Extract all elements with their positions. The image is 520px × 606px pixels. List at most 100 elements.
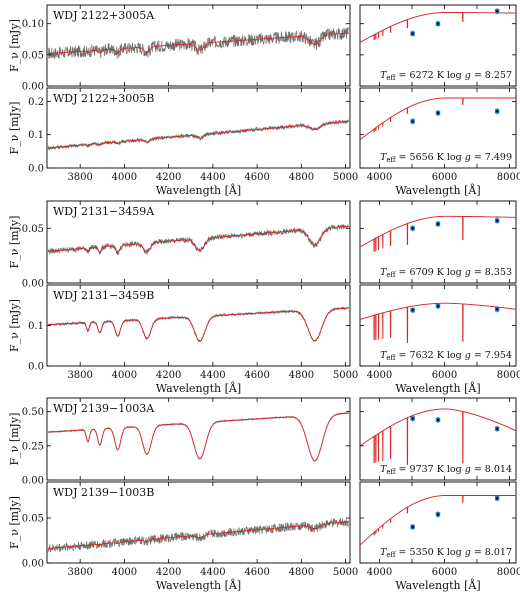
y-tick-label: 0.05	[22, 50, 44, 61]
synthetic-photometry-point	[436, 513, 440, 516]
synthetic-photometry-point	[411, 309, 414, 312]
y-tick-label: 0.10	[22, 19, 44, 30]
synthetic-photometry-point	[436, 22, 440, 25]
sed-panel: Teff = 9737 K log g = 8.014	[359, 397, 517, 481]
x-tick-label: 4000	[112, 172, 137, 183]
observed-spectrum-line	[47, 306, 349, 343]
model-spectrum-line	[48, 521, 349, 550]
y-tick-label: 0.00	[22, 82, 44, 93]
x-tick-label: 3800	[67, 567, 92, 578]
model-spectrum-line	[48, 225, 350, 253]
x-axis-label: Wavelength [Å]	[156, 381, 241, 395]
sed-model-line	[360, 12, 516, 43]
star-name: WDJ 2122+3005B	[53, 92, 154, 105]
x-tick-label: 4400	[200, 172, 225, 183]
x-axis-label: Wavelength [Å]	[395, 578, 480, 592]
sed-model-line	[360, 215, 516, 252]
y-tick-label: 0.0	[28, 164, 44, 175]
x-tick-label: 4200	[156, 370, 181, 381]
synthetic-photometry-point	[411, 525, 414, 529]
x-tick-label: 4000	[112, 370, 137, 381]
spectrum-panel: 0.00 0.05 3800 4000 4200 4400 4600 4800 5000 WDJ …	[8, 481, 358, 592]
x-tick-label: 3800	[67, 370, 92, 381]
x-tick-label: 4000	[367, 172, 392, 183]
star-name: WDJ 2139−1003B	[53, 486, 154, 499]
y-axis-label: F_ν [mJy]	[8, 299, 21, 352]
panel-frame	[359, 4, 517, 87]
panel-frame	[359, 481, 517, 564]
x-tick-label: 4800	[289, 370, 314, 381]
synthetic-photometry-point	[496, 10, 499, 13]
x-tick-label: 4600	[244, 172, 269, 183]
x-tick-label: 4400	[200, 370, 225, 381]
y-tick-label: 0.00	[22, 559, 44, 570]
observed-spectrum-line	[47, 517, 349, 553]
y-axis-label: F_ν [mJy]	[8, 19, 21, 72]
panel-frame	[46, 200, 351, 284]
fit-parameters-label: Teff = 5656 K log g = 7.499	[380, 152, 512, 164]
sed-model-line	[360, 302, 516, 343]
y-axis-label: F_ν [mJy]	[8, 413, 21, 466]
x-tick-label: 4000	[367, 567, 392, 578]
y-tick-label: 0.2	[28, 97, 44, 108]
model-spectrum-line	[48, 120, 350, 149]
sed-panel: 4000 6000 8000 Teff = 5350 K log g = 8.017 W…	[359, 481, 520, 592]
sed-model-line	[360, 97, 516, 141]
y-tick-label: 0.1	[28, 321, 44, 332]
x-tick-label: 4200	[156, 172, 181, 183]
x-axis-label: Wavelength [Å]	[156, 183, 241, 197]
y-axis-label: F_ν [mJy]	[8, 496, 21, 549]
synthetic-photometry-point	[496, 308, 499, 311]
x-tick-label: 4800	[289, 172, 314, 183]
spectrum-panel: 0.0 0.1 0.2 3800 4000 4200 4400 4600 4800 5000 WDJ…	[8, 87, 358, 197]
synthetic-photometry-point	[436, 111, 440, 115]
x-tick-label: 4600	[244, 370, 269, 381]
y-axis-label: F_ν [mJy]	[8, 216, 21, 269]
y-tick-label: 0.05	[22, 224, 44, 235]
observed-spectrum-line	[47, 412, 349, 462]
model-spectrum-line	[48, 32, 350, 55]
synthetic-photometry-point	[496, 110, 499, 113]
synthetic-photometry-point	[436, 418, 440, 421]
x-tick-label: 4800	[289, 567, 314, 578]
panel-frame	[359, 397, 517, 481]
fit-parameters-label: Teff = 7632 K log g = 7.954	[380, 350, 512, 362]
sed-panel: Teff = 6272 K log g = 8.257	[359, 4, 517, 87]
synthetic-photometry-point	[496, 219, 499, 222]
observed-spectrum-line	[47, 119, 349, 151]
synthetic-photometry-point	[411, 32, 414, 35]
sed-model-line	[360, 408, 516, 465]
model-spectrum-line	[48, 307, 349, 342]
synthetic-photometry-point	[436, 222, 440, 226]
synthetic-photometry-point	[496, 427, 499, 430]
x-tick-label: 4400	[200, 567, 225, 578]
sed-panel: 4000 6000 8000 Teff = 7632 K log g = 7.954 W…	[359, 284, 520, 395]
y-axis-label: F_ν [mJy]	[8, 102, 21, 155]
x-tick-label: 4000	[367, 370, 392, 381]
y-tick-label: 0.1	[28, 130, 44, 141]
spectrum-panel: 0.00 0.05 0.10 WDJ 2122+3005A F_ν [mJy]	[8, 4, 351, 93]
x-tick-label: 4200	[156, 567, 181, 578]
sed-panel: Teff = 6709 K log g = 8.353	[359, 200, 517, 284]
y-tick-label: 0.05	[22, 514, 44, 525]
panel-frame	[359, 87, 517, 169]
x-tick-label: 8000	[497, 172, 520, 183]
panel-frame	[46, 481, 351, 564]
panel-frame	[46, 4, 351, 87]
synthetic-photometry-point	[436, 304, 440, 308]
x-axis-label: Wavelength [Å]	[395, 183, 480, 197]
x-tick-label: 8000	[497, 370, 520, 381]
model-spectrum-line	[47, 412, 350, 462]
x-tick-label: 6000	[432, 567, 457, 578]
observed-spectrum-line	[47, 27, 350, 60]
x-tick-label: 4000	[112, 567, 137, 578]
star-name: WDJ 2131−3459B	[53, 289, 154, 302]
x-tick-label: 5000	[333, 567, 358, 578]
x-tick-label: 4600	[244, 567, 269, 578]
panel-frame	[359, 200, 517, 284]
synthetic-photometry-point	[411, 417, 414, 420]
synthetic-photometry-point	[411, 227, 414, 230]
spectrum-panel: 0.00 0.25 0.50 WDJ 2139−1003A F_ν [mJy]	[8, 397, 351, 487]
x-tick-label: 6000	[432, 370, 457, 381]
